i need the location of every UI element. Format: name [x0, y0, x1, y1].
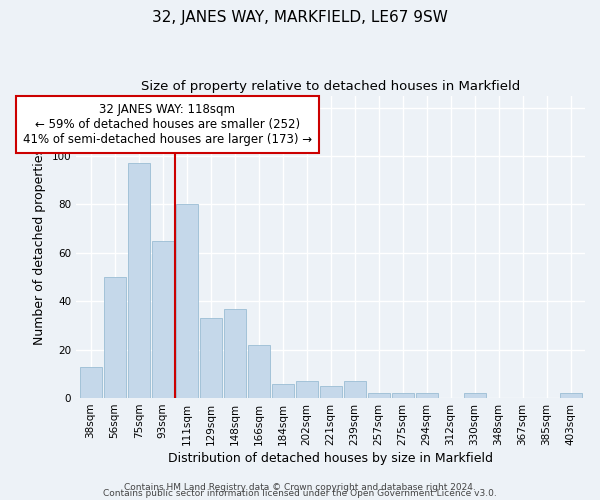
Bar — [224, 308, 245, 398]
Bar — [296, 381, 317, 398]
Bar — [320, 386, 341, 398]
Bar — [272, 384, 293, 398]
Bar — [176, 204, 197, 398]
Bar — [560, 393, 581, 398]
Text: 32, JANES WAY, MARKFIELD, LE67 9SW: 32, JANES WAY, MARKFIELD, LE67 9SW — [152, 10, 448, 25]
Title: Size of property relative to detached houses in Markfield: Size of property relative to detached ho… — [141, 80, 520, 93]
X-axis label: Distribution of detached houses by size in Markfield: Distribution of detached houses by size … — [168, 452, 493, 465]
Bar — [464, 393, 485, 398]
Bar — [104, 277, 125, 398]
Y-axis label: Number of detached properties: Number of detached properties — [33, 148, 46, 346]
Bar — [152, 241, 173, 398]
Bar — [80, 366, 101, 398]
Bar — [128, 164, 149, 398]
Bar — [248, 345, 269, 398]
Bar — [392, 393, 413, 398]
Bar — [344, 381, 365, 398]
Text: Contains HM Land Registry data © Crown copyright and database right 2024.: Contains HM Land Registry data © Crown c… — [124, 484, 476, 492]
Text: 32 JANES WAY: 118sqm
← 59% of detached houses are smaller (252)
41% of semi-deta: 32 JANES WAY: 118sqm ← 59% of detached h… — [23, 103, 312, 146]
Bar — [368, 393, 389, 398]
Bar — [416, 393, 437, 398]
Text: Contains public sector information licensed under the Open Government Licence v3: Contains public sector information licen… — [103, 490, 497, 498]
Bar — [200, 318, 221, 398]
